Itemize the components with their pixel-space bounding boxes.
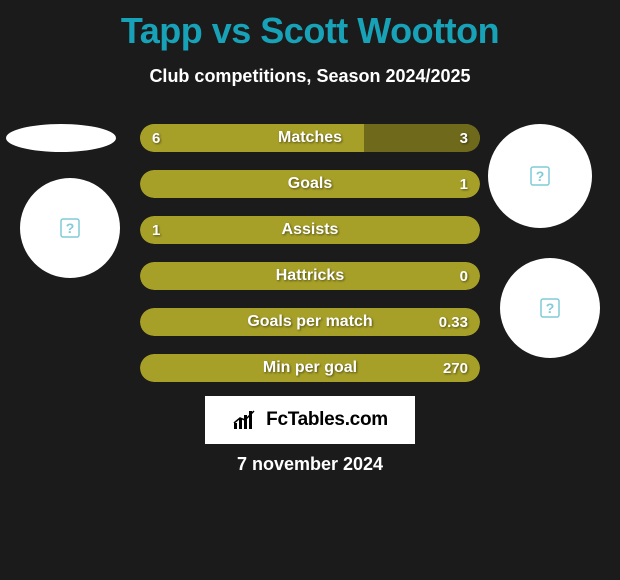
stat-label: Min per goal	[140, 354, 480, 382]
date-label: 7 november 2024	[0, 454, 620, 475]
stat-value-right: 270	[431, 354, 480, 382]
stat-row: Goals1	[140, 170, 480, 198]
stat-label: Hattricks	[140, 262, 480, 290]
watermark-text: FcTables.com	[266, 409, 388, 431]
watermark: FcTables.com	[205, 396, 415, 444]
placeholder-icon: ?	[530, 166, 550, 186]
placeholder-icon: ?	[540, 298, 560, 318]
stat-value-right: 0.33	[427, 308, 480, 336]
svg-text:?: ?	[66, 220, 75, 236]
stat-value-right: 1	[448, 170, 480, 198]
player-avatar-left: ?	[20, 178, 120, 278]
stat-label: Matches	[140, 124, 480, 152]
stat-value-left: 6	[140, 124, 172, 152]
stat-value-right: 3	[448, 124, 480, 152]
svg-text:?: ?	[546, 300, 555, 316]
decorative-ellipse-left	[6, 124, 116, 152]
subtitle: Club competitions, Season 2024/2025	[0, 66, 620, 87]
stat-row: Min per goal270	[140, 354, 480, 382]
page-title: Tapp vs Scott Wootton	[0, 0, 620, 52]
stat-value-right: 0	[448, 262, 480, 290]
stat-row: Matches6 3	[140, 124, 480, 152]
bars-icon	[232, 409, 260, 431]
placeholder-icon: ?	[60, 218, 80, 238]
svg-text:?: ?	[536, 168, 545, 184]
stat-row: Goals per match0.33	[140, 308, 480, 336]
stat-label: Goals	[140, 170, 480, 198]
player-avatar-right-2: ?	[500, 258, 600, 358]
stat-row: Assists1	[140, 216, 480, 244]
stat-row: Hattricks0	[140, 262, 480, 290]
player-avatar-right-1: ?	[488, 124, 592, 228]
stat-value-left: 1	[140, 216, 172, 244]
comparison-chart: Matches63Goals1Assists1Hattricks0Goals p…	[140, 124, 480, 400]
stat-label: Assists	[140, 216, 480, 244]
